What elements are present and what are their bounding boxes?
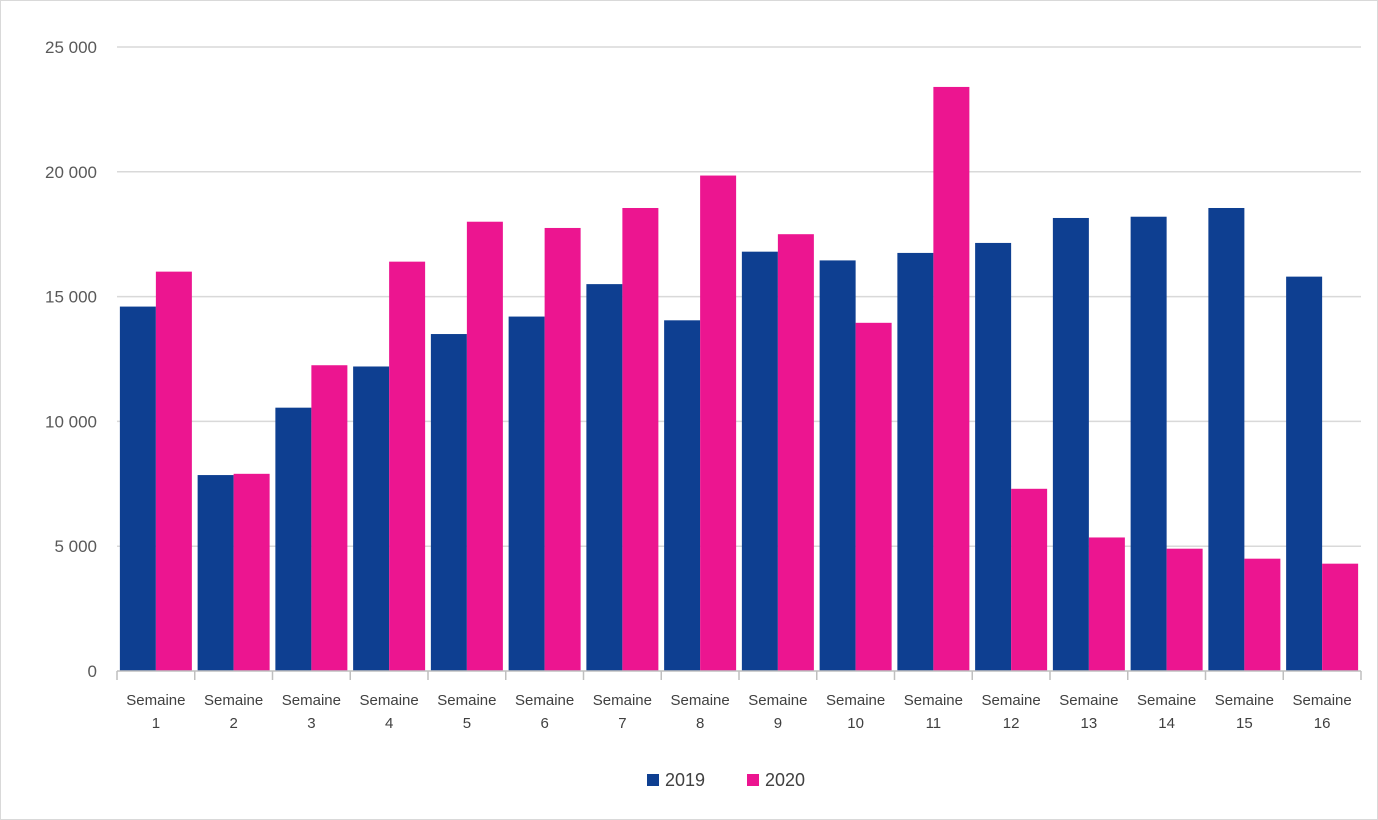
bars xyxy=(119,86,1359,672)
bar-2019-12 xyxy=(975,242,1012,671)
bar-2020-12 xyxy=(1011,488,1048,671)
y-tick-label: 15 000 xyxy=(45,288,97,307)
legend-swatch-2020 xyxy=(747,774,759,786)
x-category-label: 16 xyxy=(1314,715,1331,732)
x-category-label: 3 xyxy=(307,715,315,732)
bar-2020-1 xyxy=(155,271,192,671)
x-category-label: Semaine xyxy=(126,692,185,709)
x-category-label: Semaine xyxy=(1059,692,1118,709)
x-category-label: Semaine xyxy=(204,692,263,709)
x-category-label: Semaine xyxy=(904,692,963,709)
bar-2020-8 xyxy=(700,175,737,671)
bar-2020-11 xyxy=(933,86,970,672)
bar-2019-10 xyxy=(819,260,856,671)
bar-2020-3 xyxy=(311,365,348,671)
y-axis-tick-labels: 0 5 000 10 000 15 000 20 000 25 000 xyxy=(45,38,97,681)
bar-2019-1 xyxy=(119,306,156,671)
x-category-label: Semaine xyxy=(671,692,730,709)
x-category-label: 5 xyxy=(463,715,471,732)
x-category-label: Semaine xyxy=(748,692,807,709)
bar-2020-4 xyxy=(389,261,426,671)
legend-swatch-2019 xyxy=(647,774,659,786)
x-category-label: Semaine xyxy=(437,692,496,709)
x-category-label: 8 xyxy=(696,715,704,732)
bar-2019-14 xyxy=(1130,216,1167,671)
bar-2020-6 xyxy=(544,227,581,671)
bar-2020-16 xyxy=(1322,563,1359,671)
x-axis-category-labels: Semaine 1 Semaine 2 Semaine 3 Semaine 4 Semaine 5… xyxy=(126,692,1351,732)
x-category-label: Semaine xyxy=(826,692,885,709)
legend: 2019 2020 xyxy=(647,770,805,790)
x-category-label: Semaine xyxy=(282,692,341,709)
bar-2020-5 xyxy=(466,221,503,671)
bar-2020-10 xyxy=(855,322,892,671)
x-category-label: 7 xyxy=(618,715,626,732)
y-tick-label: 5 000 xyxy=(54,537,97,556)
bar-2020-13 xyxy=(1088,537,1125,671)
x-category-label: 14 xyxy=(1158,715,1175,732)
y-tick-label: 0 xyxy=(88,662,97,681)
legend-label-2019: 2019 xyxy=(665,770,705,790)
x-category-label: 11 xyxy=(926,715,942,732)
bar-2019-2 xyxy=(197,475,234,671)
bar-2020-9 xyxy=(777,234,814,671)
bar-2020-14 xyxy=(1166,548,1203,671)
bar-2019-7 xyxy=(586,284,623,671)
x-category-label: Semaine xyxy=(1293,692,1352,709)
legend-label-2020: 2020 xyxy=(765,770,805,790)
bar-2019-15 xyxy=(1208,207,1245,671)
x-category-label: 1 xyxy=(152,715,160,732)
bar-2020-2 xyxy=(233,473,270,671)
x-category-label: 13 xyxy=(1081,715,1098,732)
y-tick-label: 20 000 xyxy=(45,163,97,182)
x-axis xyxy=(116,670,1362,680)
bar-2019-13 xyxy=(1052,217,1089,671)
x-category-label: Semaine xyxy=(360,692,419,709)
x-category-label: Semaine xyxy=(593,692,652,709)
x-category-label: 4 xyxy=(385,715,393,732)
bar-2019-9 xyxy=(741,251,778,671)
y-tick-label: 25 000 xyxy=(45,38,97,57)
bar-2020-7 xyxy=(622,207,659,671)
bar-2019-6 xyxy=(508,316,545,671)
x-category-label: Semaine xyxy=(1137,692,1196,709)
x-category-label: 10 xyxy=(847,715,864,732)
bar-2019-11 xyxy=(897,252,934,672)
x-category-label: 15 xyxy=(1236,715,1253,732)
x-category-label: 9 xyxy=(774,715,782,732)
bar-2019-16 xyxy=(1286,276,1323,671)
x-category-label: 12 xyxy=(1003,715,1020,732)
bar-2019-4 xyxy=(353,366,390,671)
bar-2019-3 xyxy=(275,407,312,671)
x-category-label: Semaine xyxy=(982,692,1041,709)
x-category-label: Semaine xyxy=(1215,692,1274,709)
bar-2019-8 xyxy=(664,320,701,671)
x-category-label: Semaine xyxy=(515,692,574,709)
y-tick-label: 10 000 xyxy=(45,412,97,431)
bar-2019-5 xyxy=(430,334,467,671)
x-category-label: 2 xyxy=(229,715,237,732)
bar-2020-15 xyxy=(1244,558,1281,671)
x-category-label: 6 xyxy=(540,715,548,732)
